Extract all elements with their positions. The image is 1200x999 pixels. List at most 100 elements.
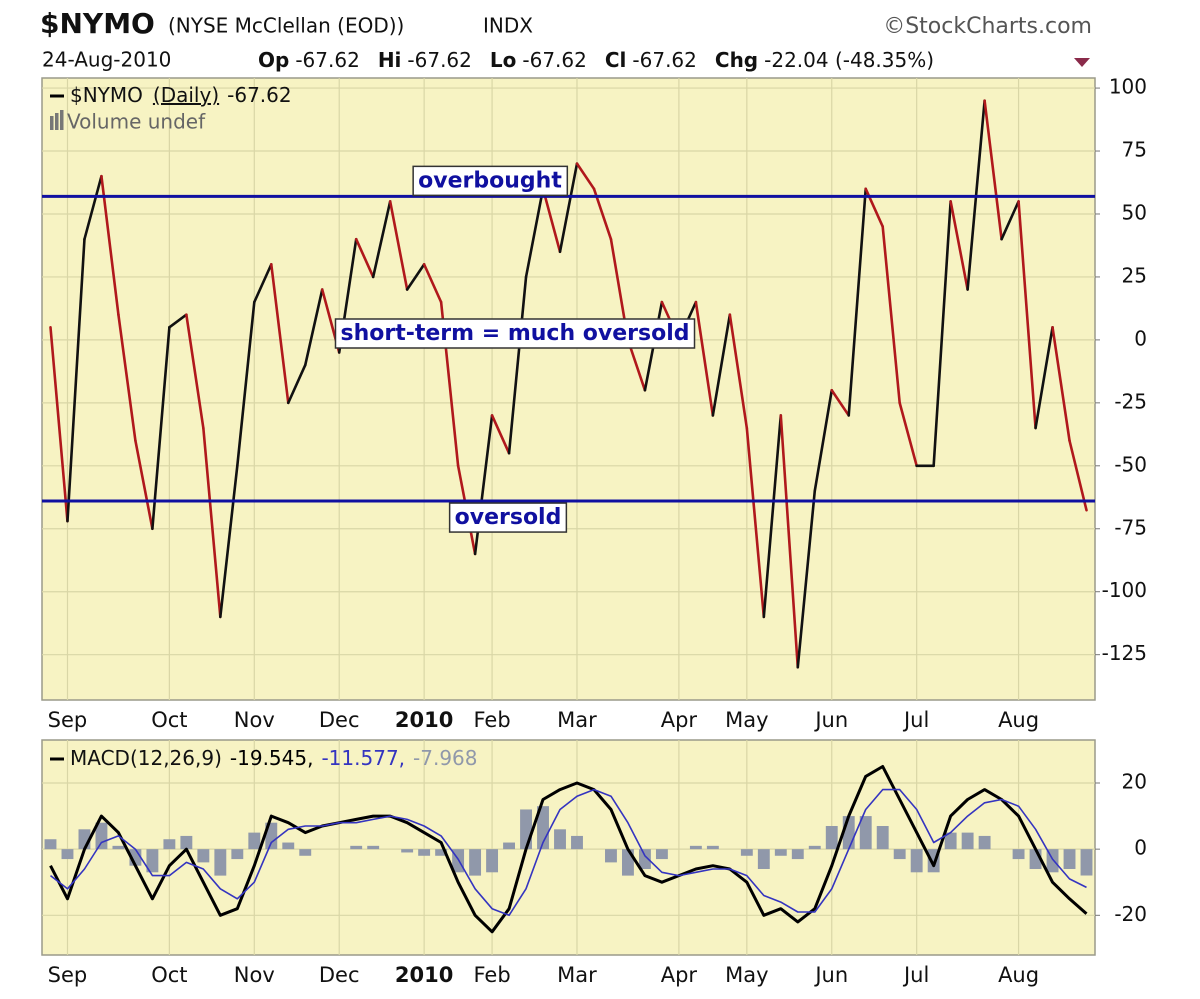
nymo-segment <box>252 263 273 304</box>
histogram-bar <box>1080 849 1093 876</box>
histogram-bar <box>740 849 753 856</box>
x-tick-label: Nov <box>234 963 275 987</box>
nymo-segment <box>1000 200 1020 241</box>
nymo-segment <box>847 187 868 417</box>
nymo-segment <box>779 414 800 669</box>
histogram-bar <box>180 835 193 850</box>
nymo-segment <box>219 464 239 619</box>
quote: Op -67.62 Hi -67.62 Lo -67.62 Cl -67.62 Chg -22.0… <box>258 48 934 72</box>
x-tick-label: Aug <box>998 963 1039 987</box>
histogram-bar <box>1029 849 1042 869</box>
y-tick-label: 20 <box>1122 770 1147 794</box>
legend-name: $NYMO <box>70 83 143 107</box>
histogram-bar <box>112 845 125 850</box>
exchange: INDX <box>483 14 533 38</box>
x-tick-label: 2010 <box>395 708 453 732</box>
nymo-segment <box>371 200 392 279</box>
note: Volume undef <box>67 110 206 134</box>
menu-arrow <box>1074 58 1090 67</box>
legend-value: -7.968 <box>413 746 477 770</box>
nymo-segment <box>388 200 409 291</box>
histogram-bar <box>859 816 872 850</box>
x-tick-label: Feb <box>473 708 510 732</box>
histogram-bar <box>146 849 159 873</box>
histogram-bar <box>706 845 719 850</box>
nymo-segment <box>151 326 171 531</box>
histogram-bar <box>876 826 889 850</box>
histogram-bar <box>1012 849 1025 860</box>
x-tick-label: Mar <box>557 708 597 732</box>
x-tick-label: Feb <box>473 963 510 987</box>
nymo-segment <box>405 263 426 291</box>
nymo-segment <box>286 363 307 405</box>
histogram-bar <box>197 849 210 863</box>
histogram-bar <box>689 845 702 850</box>
histogram-bar <box>927 849 940 873</box>
y-tick-label: 0 <box>1134 326 1147 350</box>
histogram-bar <box>520 809 532 850</box>
nymo-segment <box>1017 200 1037 430</box>
nymo-segment <box>49 326 69 523</box>
legend-last: -67.62 <box>227 83 291 107</box>
y-tick-label: -75 <box>1114 515 1147 539</box>
nymo-segment <box>898 401 918 468</box>
histogram-bar <box>1046 849 1059 873</box>
x-tick-label: Mar <box>557 963 597 987</box>
volume-icon <box>60 110 64 130</box>
nymo-segment <box>117 313 137 442</box>
nymo-segment <box>269 263 290 405</box>
annotation-box <box>412 165 569 197</box>
legend-value: -19.545, <box>230 746 314 770</box>
histogram-bar <box>961 832 974 850</box>
histogram-bar <box>808 845 821 850</box>
legend: MACD(12,26,9) -19.545, -11.577, -7.968 <box>70 746 478 770</box>
nymo-segment <box>490 414 511 455</box>
x-tick-label: Dec <box>319 963 360 987</box>
y-tick-label: 0 <box>1134 836 1147 860</box>
quote-value: -67.62 <box>407 48 471 72</box>
nymo-segment <box>1051 326 1071 442</box>
nymo-segment <box>711 313 732 417</box>
nymo-segment <box>813 388 834 493</box>
y-tick-label: -50 <box>1114 452 1147 476</box>
x-tick-label: Oct <box>151 708 187 732</box>
nymo-segment <box>134 439 154 531</box>
histogram-bar <box>503 842 516 850</box>
quote-label: Cl <box>605 48 627 72</box>
y-tick-label: -125 <box>1102 641 1147 665</box>
nymo-segment <box>66 237 86 523</box>
volume-icon <box>50 116 54 130</box>
annotation-text: overbought <box>418 168 562 193</box>
nymo-segment <box>303 288 324 367</box>
x-tick-label: Apr <box>661 708 698 732</box>
nymo-segment <box>830 388 851 417</box>
x-tick-label: Jul <box>902 963 929 987</box>
quote-label: Hi <box>378 48 402 72</box>
y-tick-label: -100 <box>1102 578 1147 602</box>
symbol: $NYMO <box>40 7 155 40</box>
nymo-segment <box>168 313 188 329</box>
histogram-bar <box>537 806 549 850</box>
legend: $NYMO (Daily) -67.62 <box>70 83 292 107</box>
index-name: (NYSE McClellan (EOD)) <box>168 14 404 38</box>
x-tick-label: May <box>725 963 768 987</box>
nymo-segment <box>983 99 1003 241</box>
histogram-bar <box>757 849 770 869</box>
macd-line <box>50 788 1087 917</box>
nymo-segment <box>728 313 749 430</box>
histogram-bar <box>638 849 651 869</box>
histogram-bar <box>401 849 414 853</box>
histogram-bar <box>248 832 261 850</box>
y-tick-label: -25 <box>1114 389 1147 413</box>
change-label: Chg <box>715 48 758 72</box>
nymo-segment <box>236 300 256 468</box>
x-tick-label: Dec <box>319 708 360 732</box>
histogram-bar <box>469 849 482 876</box>
y-tick-label: 100 <box>1109 75 1147 99</box>
nymo-segment <box>949 200 969 291</box>
nymo-segment <box>745 426 766 619</box>
x-tick-label: Apr <box>661 963 698 987</box>
nymo-segment <box>1068 439 1088 512</box>
plot-area <box>41 739 1096 956</box>
